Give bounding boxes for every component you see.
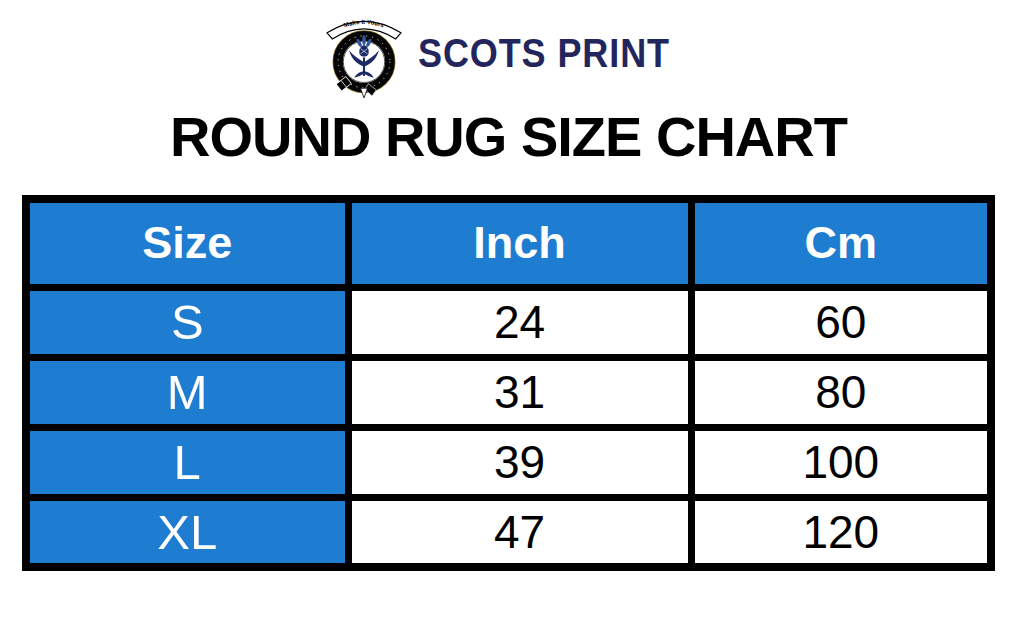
size-cell: M: [26, 357, 348, 427]
column-header-cm: Cm: [691, 199, 991, 287]
cm-cell: 60: [691, 287, 991, 357]
column-header-size: Size: [26, 199, 348, 287]
clan-crest-logo: Make It Yours: [320, 6, 408, 100]
cm-cell: 100: [691, 427, 991, 497]
table-row: L 39 100: [26, 427, 991, 497]
size-cell: L: [26, 427, 348, 497]
inch-cell: 31: [348, 357, 691, 427]
brand-name: SCOTS PRINT: [418, 33, 670, 73]
column-header-inch: Inch: [348, 199, 691, 287]
inch-cell: 47: [348, 497, 691, 567]
inch-cell: 39: [348, 427, 691, 497]
size-chart-table: Size Inch Cm S 24 60 M 31 80 L 39 100 XL…: [22, 195, 995, 571]
size-cell: XL: [26, 497, 348, 567]
table-row: XL 47 120: [26, 497, 991, 567]
size-cell: S: [26, 287, 348, 357]
table-header-row: Size Inch Cm: [26, 199, 991, 287]
page-title: ROUND RUG SIZE CHART: [0, 109, 1017, 165]
cm-cell: 120: [691, 497, 991, 567]
crest-icon: Make It Yours: [320, 6, 408, 100]
cm-cell: 80: [691, 357, 991, 427]
table-row: M 31 80: [26, 357, 991, 427]
inch-cell: 24: [348, 287, 691, 357]
table-row: S 24 60: [26, 287, 991, 357]
brand-header: Make It Yours SCOTS PRINT: [0, 0, 1017, 99]
